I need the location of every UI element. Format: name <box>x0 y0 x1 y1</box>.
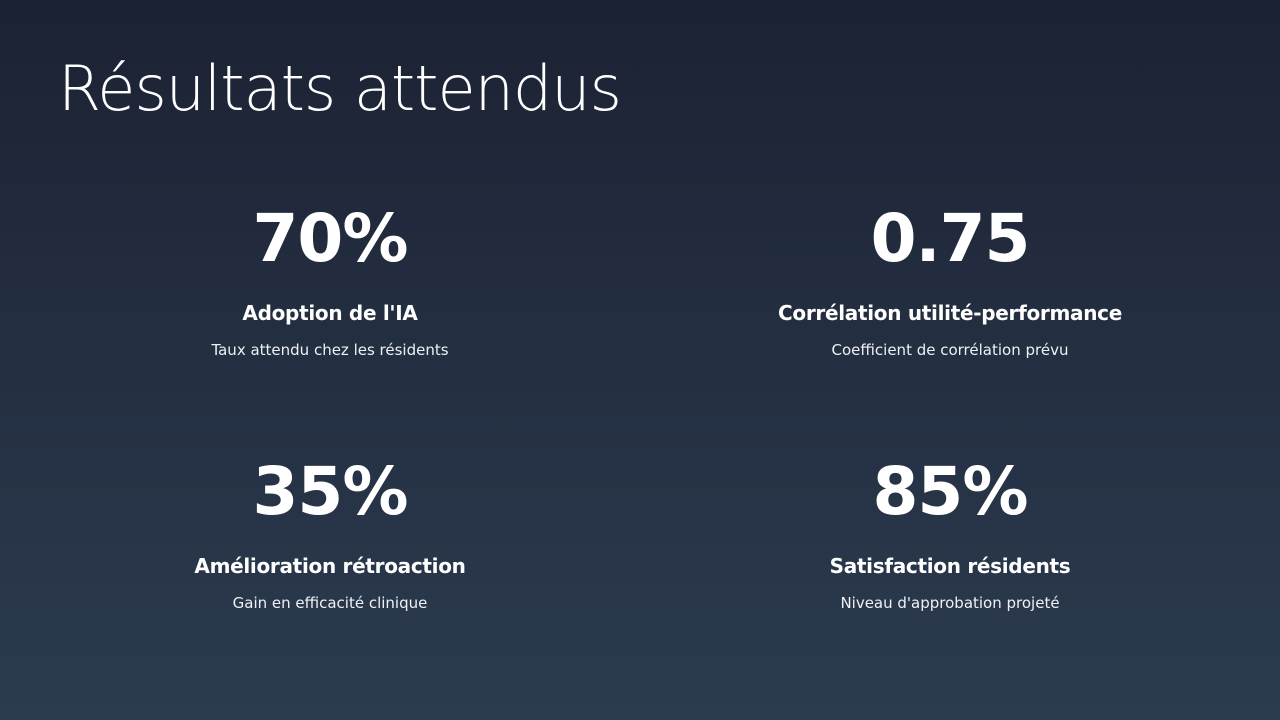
stat-card-resident-satisfaction: 85% Satisfaction résidents Niveau d'appr… <box>640 448 1260 701</box>
stat-card-feedback-improvement: 35% Amélioration rétroaction Gain en eff… <box>20 448 640 701</box>
stats-grid: 70% Adoption de l'IA Taux attendu chez l… <box>20 195 1260 701</box>
stat-value: 0.75 <box>870 200 1031 277</box>
stat-label: Satisfaction résidents <box>829 554 1071 578</box>
stat-label: Amélioration rétroaction <box>194 554 466 578</box>
stat-label: Corrélation utilité-performance <box>778 301 1122 325</box>
stat-value: 85% <box>872 453 1029 530</box>
stat-description: Taux attendu chez les résidents <box>211 341 449 359</box>
stat-card-ai-adoption: 70% Adoption de l'IA Taux attendu chez l… <box>20 195 640 448</box>
stat-description: Niveau d'approbation projeté <box>840 594 1060 612</box>
stat-description: Gain en efficacité clinique <box>232 594 428 612</box>
stat-value: 35% <box>252 453 409 530</box>
stat-value: 70% <box>252 200 409 277</box>
stat-label: Adoption de l'IA <box>242 301 418 325</box>
stat-description: Coefficient de corrélation prévu <box>831 341 1069 359</box>
stat-card-correlation: 0.75 Corrélation utilité-performance Coe… <box>640 195 1260 448</box>
slide-title: Résultats attendus <box>58 52 622 125</box>
